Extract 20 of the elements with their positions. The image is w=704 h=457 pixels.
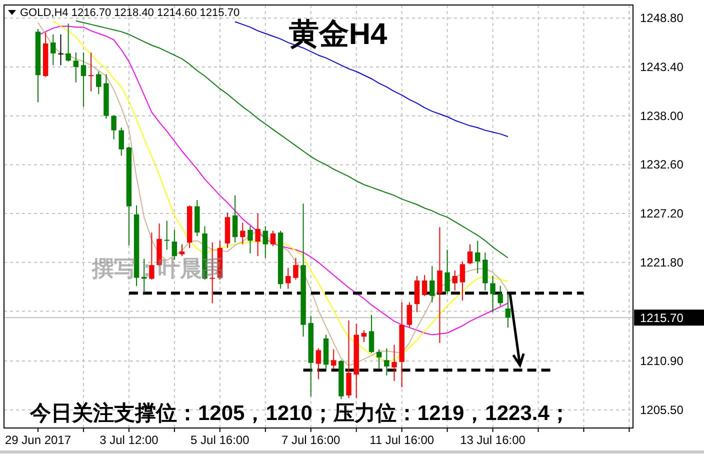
ref-line-label: 1215.70 bbox=[640, 311, 684, 326]
chart-subtitle: GOLD,H4 1216.70 1218.40 1214.60 1215.70 bbox=[20, 7, 240, 19]
y-tick-label: 1248.80 bbox=[640, 11, 684, 26]
x-tick-label: 13 Jul 16:00 bbox=[460, 433, 526, 447]
x-tick-label: 3 Jul 12:00 bbox=[100, 433, 159, 447]
x-tick-label: 11 Jul 16:00 bbox=[370, 433, 434, 447]
x-tick-label: 29 Jun 2017 bbox=[4, 433, 72, 447]
x-tick-label: 5 Jul 16:00 bbox=[190, 433, 250, 447]
chart-title: 黄金H4 bbox=[288, 18, 388, 51]
y-tick-label: 1205.50 bbox=[640, 402, 684, 417]
y-tick-label: 1210.90 bbox=[640, 354, 684, 368]
price-label: 1215.70 bbox=[634, 310, 704, 326]
y-tick-label: 1238.00 bbox=[640, 108, 684, 123]
y-tick-label: 1227.20 bbox=[640, 206, 684, 221]
y-tick-label: 1232.60 bbox=[640, 158, 684, 172]
y-tick-label: 1243.40 bbox=[640, 60, 684, 74]
annotation: 今日关注支撑位：1205，1210；压力位：1219，1223.4； bbox=[29, 401, 570, 425]
y-tick-label: 1221.80 bbox=[640, 255, 684, 270]
line-series bbox=[75, 20, 508, 258]
x-tick-label: 7 Jul 16:00 bbox=[282, 433, 341, 447]
